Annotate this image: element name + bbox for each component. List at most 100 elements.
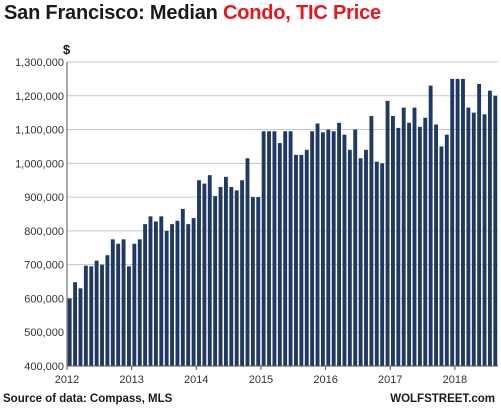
y-tick-label: 1,300,000	[15, 57, 64, 69]
bar	[121, 239, 126, 366]
bar	[369, 116, 374, 367]
bar	[261, 131, 266, 366]
y-axis-label: $	[63, 42, 71, 57]
bar	[186, 224, 191, 366]
bar	[407, 122, 412, 366]
bar	[218, 186, 223, 366]
y-tick-label: 400,000	[24, 361, 64, 373]
bar	[358, 158, 363, 366]
bar	[245, 158, 250, 366]
y-tick-label: 800,000	[24, 226, 64, 238]
bar	[342, 134, 347, 366]
bar	[310, 131, 315, 366]
y-tick-label: 1,000,000	[15, 158, 64, 170]
bar	[434, 124, 438, 366]
bar	[170, 224, 174, 366]
source-note: Source of data: Compass, MLS	[3, 393, 173, 405]
y-tick-label: 600,000	[24, 293, 64, 305]
bar	[143, 224, 148, 366]
bar	[423, 117, 428, 366]
bar	[175, 220, 180, 366]
bar	[89, 266, 94, 366]
bar	[110, 239, 115, 366]
bar	[153, 221, 158, 366]
bar	[240, 180, 245, 366]
x-tick-label: 2018	[443, 374, 467, 386]
bar	[461, 78, 465, 366]
bar	[100, 264, 104, 366]
bar	[417, 126, 422, 366]
chart-title: San Francisco: Median Condo, TIC Price	[4, 2, 381, 25]
bar	[283, 131, 288, 366]
bar	[320, 132, 325, 366]
y-tick-label: 1,200,000	[15, 91, 64, 103]
bar	[493, 95, 498, 367]
bar	[207, 175, 212, 366]
bar	[450, 78, 455, 366]
bar	[223, 176, 228, 366]
bar	[105, 255, 110, 366]
y-tick-label: 900,000	[24, 192, 64, 204]
bar	[455, 78, 460, 366]
bar	[116, 243, 121, 366]
x-tick-label: 2016	[313, 374, 337, 386]
bar	[277, 143, 282, 366]
bar	[380, 163, 385, 366]
bar	[353, 129, 358, 366]
bar	[164, 230, 169, 366]
chart-title-main: San Francisco: Median	[4, 2, 223, 24]
bar	[326, 129, 331, 366]
y-tick-label: 1,100,000	[15, 125, 64, 137]
bar	[267, 131, 271, 366]
bar	[487, 90, 492, 366]
bar	[83, 265, 88, 366]
bar	[159, 216, 164, 366]
bar	[337, 122, 342, 366]
bar	[396, 127, 401, 366]
bar	[466, 107, 471, 366]
bar	[202, 183, 207, 366]
bar	[477, 83, 482, 366]
bar	[288, 131, 293, 366]
bar	[94, 260, 99, 366]
bar	[439, 146, 444, 366]
bar	[272, 131, 277, 366]
bar	[229, 186, 234, 366]
x-tick-label: 2015	[249, 374, 273, 386]
bar	[412, 107, 417, 366]
bar	[299, 154, 304, 366]
bar	[67, 298, 72, 366]
bar	[191, 218, 196, 366]
bar	[364, 149, 368, 366]
bar	[482, 114, 487, 366]
bar	[197, 180, 201, 366]
bar	[401, 107, 406, 366]
bar	[294, 154, 298, 366]
bar	[385, 100, 390, 366]
bar	[374, 161, 379, 366]
x-tick-label: 2014	[184, 374, 208, 386]
bar	[250, 197, 255, 366]
bar	[73, 282, 78, 366]
bar	[137, 239, 142, 366]
bar	[132, 243, 137, 366]
bar	[315, 123, 320, 366]
bar	[78, 288, 83, 366]
bar	[331, 131, 336, 366]
y-tick-label: 700,000	[24, 260, 64, 272]
bar	[444, 134, 449, 366]
bar	[127, 266, 131, 366]
bar	[428, 85, 433, 367]
bar	[304, 149, 309, 366]
bar	[256, 197, 261, 366]
bar	[234, 190, 239, 366]
bar	[213, 196, 218, 366]
bar	[180, 208, 185, 366]
x-tick-label: 2012	[55, 374, 79, 386]
bar	[347, 149, 352, 366]
x-tick-label: 2013	[119, 374, 143, 386]
bar	[148, 216, 153, 366]
brand-credit: WOLFSTREET.com	[390, 393, 495, 405]
bar	[471, 112, 476, 367]
